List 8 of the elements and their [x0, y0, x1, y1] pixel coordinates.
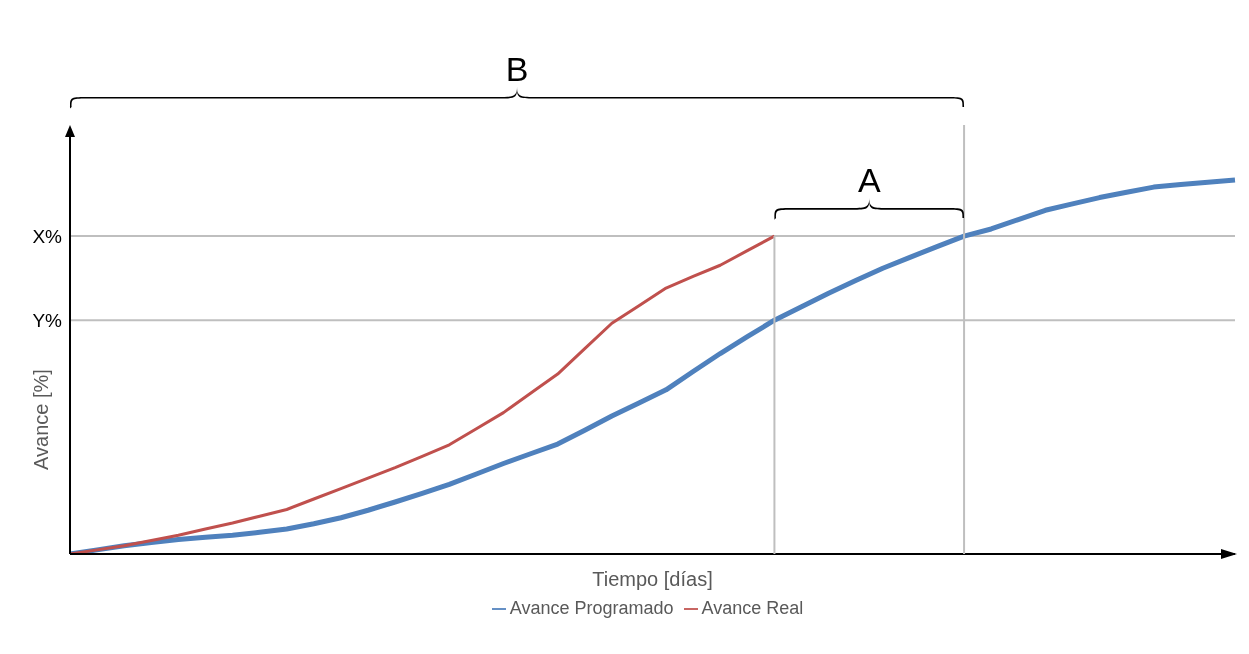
x-axis-title: Tiempo [días] [592, 568, 713, 590]
annotation: A [857, 161, 881, 200]
y-axis-title: Avance [%] [30, 369, 52, 470]
text: B [505, 50, 529, 88]
ref-line-label: X% [32, 225, 63, 247]
legend-label: Avance Real [701, 598, 804, 618]
legend-label: Avance Programado [509, 598, 674, 618]
ref-line-label: Y% [32, 309, 63, 331]
